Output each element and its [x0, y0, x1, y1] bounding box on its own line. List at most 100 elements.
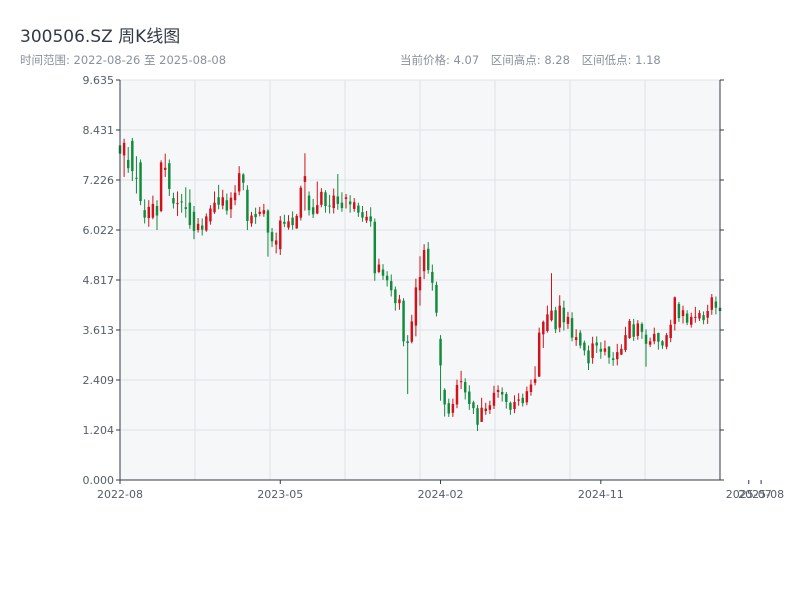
candle-body — [196, 223, 200, 231]
candle-body — [673, 297, 677, 324]
candle-body — [459, 381, 463, 383]
candle-body — [410, 321, 414, 342]
candle-body — [373, 221, 377, 274]
candle-body — [574, 337, 578, 341]
candle-body — [299, 187, 303, 218]
candle-body — [344, 197, 348, 199]
candle-body — [533, 379, 537, 383]
candle-body — [537, 332, 541, 377]
candle-body — [126, 159, 130, 169]
candle-body — [213, 202, 216, 213]
candle-body — [324, 192, 327, 206]
candle-body — [710, 297, 714, 310]
candle-body — [147, 206, 150, 219]
candle-body — [176, 203, 179, 205]
interval-high: 区间高点: 8.28 — [490, 53, 570, 67]
candle-body — [644, 334, 648, 344]
candle-body — [398, 299, 401, 304]
candle-body — [303, 176, 307, 182]
candle-body — [620, 348, 623, 355]
candle-body — [468, 391, 471, 405]
y-tick-label: 0.000 — [83, 474, 115, 487]
candle-body — [677, 303, 681, 319]
candle-body — [254, 213, 257, 218]
candle-body — [283, 221, 286, 224]
candle-body — [225, 200, 229, 211]
candle-body — [690, 316, 693, 325]
candle-body — [521, 397, 524, 404]
candle-body — [579, 332, 582, 346]
candle-body — [279, 220, 282, 250]
candle-body — [624, 335, 627, 351]
candle-body — [603, 348, 607, 352]
candle-body — [139, 162, 142, 202]
candle-body — [262, 210, 266, 214]
chart-title: 300506.SZ 周K线图 — [20, 27, 181, 47]
candle-body — [500, 391, 504, 395]
candle-body — [316, 205, 319, 214]
candle-body — [443, 389, 446, 405]
candle-body — [233, 192, 237, 201]
candle-body — [291, 217, 294, 226]
candle-body — [192, 211, 196, 231]
candle-body — [714, 301, 718, 308]
x-tick-label: 2025-07 — [726, 488, 772, 501]
candle-body — [131, 140, 134, 172]
candle-body — [583, 342, 586, 351]
candle-body — [570, 318, 574, 338]
y-tick-label: 7.226 — [83, 174, 115, 187]
candle-body — [591, 343, 594, 358]
candle-body — [554, 310, 557, 330]
candle-body — [607, 346, 611, 358]
interval-low: 区间低点: 1.18 — [581, 53, 661, 67]
candle-body — [287, 221, 290, 228]
candle-body — [628, 320, 631, 339]
candle-body — [221, 197, 224, 206]
candle-body — [188, 202, 192, 226]
candle-body — [698, 313, 701, 319]
candle-body — [180, 201, 183, 203]
candle-body — [636, 323, 640, 336]
time-range-label: 时间范围: 2022-08-26 至 2025-08-08 — [20, 53, 227, 67]
candle-body — [274, 240, 278, 245]
candle-body — [558, 305, 561, 328]
candle-body — [509, 402, 512, 410]
candle-body — [451, 404, 455, 413]
candle-body — [426, 248, 430, 270]
candle-body — [435, 284, 438, 313]
candle-body — [394, 289, 397, 304]
candle-body — [599, 348, 603, 352]
candle-body — [336, 196, 340, 204]
x-tick-label: 2024-02 — [418, 488, 464, 501]
candle-body — [320, 191, 323, 205]
candle-body — [455, 384, 459, 405]
candle-body — [463, 382, 467, 393]
candle-body — [480, 407, 483, 422]
candle-body — [616, 352, 619, 360]
candle-body — [258, 211, 261, 214]
candle-body — [168, 163, 171, 189]
candle-body — [381, 269, 385, 276]
x-tick-label: 2025-08 — [738, 488, 784, 501]
candle-body — [135, 177, 138, 179]
candle-body — [229, 197, 233, 210]
candle-body — [562, 307, 566, 323]
candle-body — [406, 341, 409, 343]
candle-body — [361, 212, 364, 218]
candle-body — [242, 174, 245, 183]
y-tick-label: 9.635 — [83, 74, 115, 87]
candle-body — [648, 341, 652, 345]
candle-body — [542, 321, 545, 335]
candle-body — [365, 216, 368, 221]
candle-body — [685, 313, 689, 323]
candle-body — [122, 142, 126, 156]
candle-body — [205, 216, 208, 231]
candle-body — [377, 264, 381, 273]
candle-body — [151, 203, 155, 218]
candle-body — [595, 342, 598, 346]
candle-body — [632, 324, 635, 337]
candle-body — [328, 205, 331, 207]
candle-body — [505, 394, 508, 402]
x-tick-label: 2022-08 — [97, 488, 143, 501]
y-tick-label: 1.204 — [83, 424, 115, 437]
